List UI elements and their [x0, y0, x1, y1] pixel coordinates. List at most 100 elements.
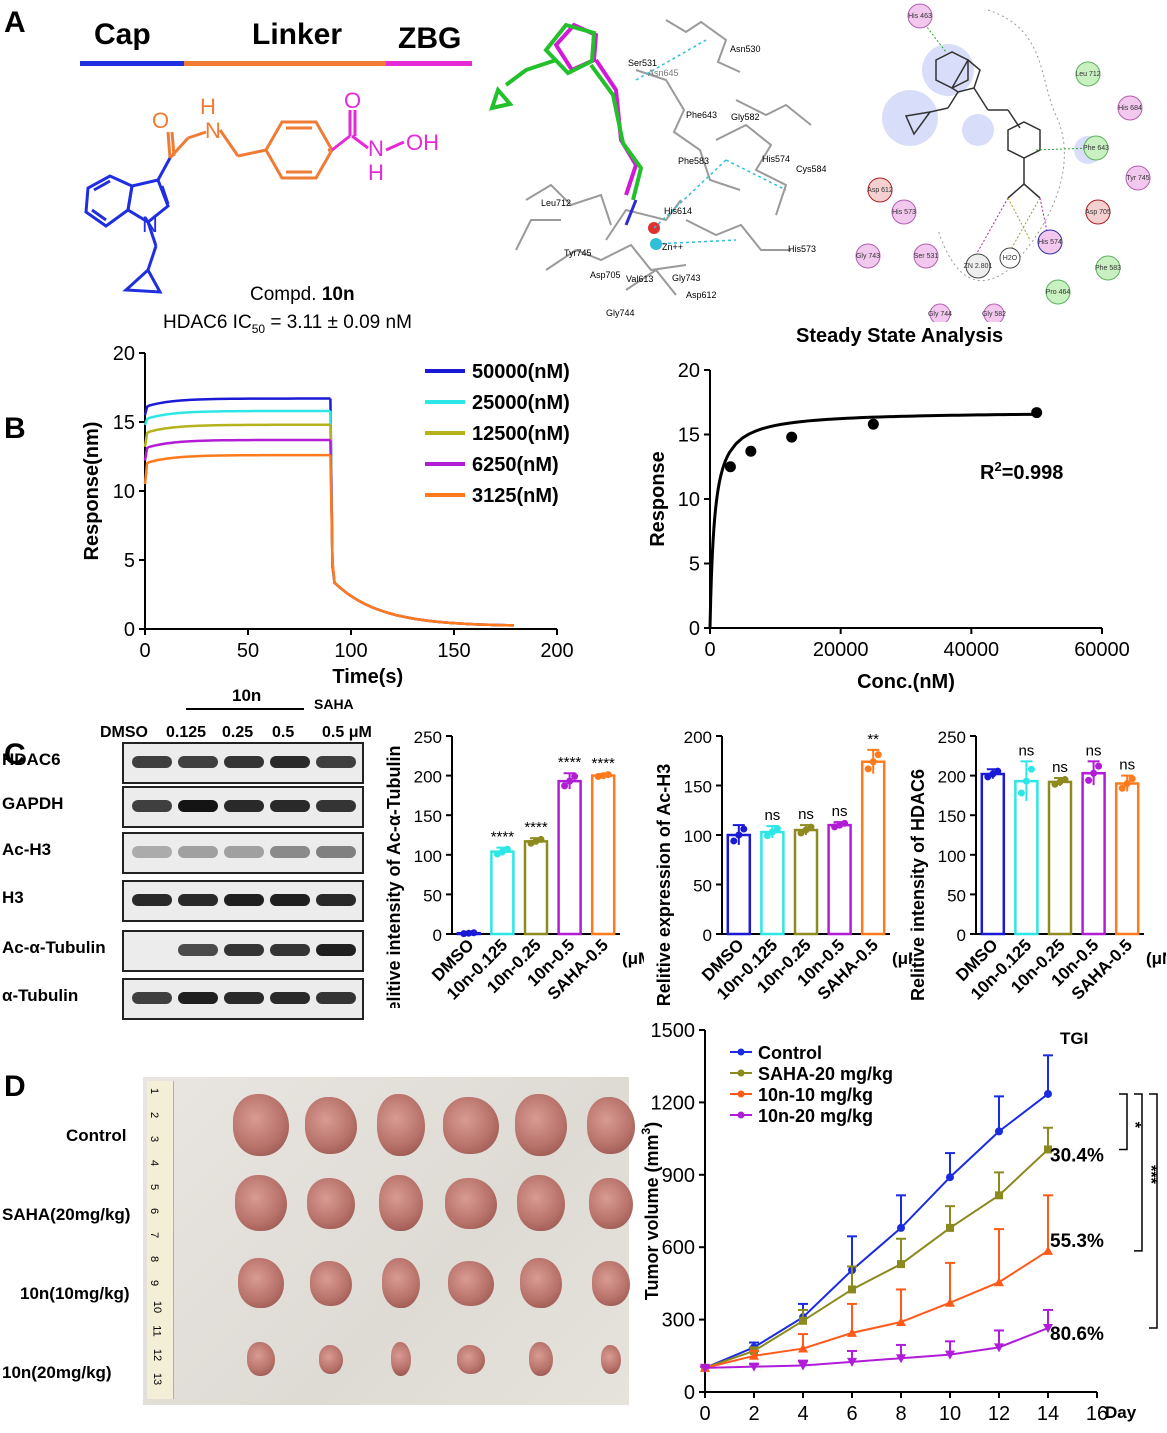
atom-hydroxamate-o: O: [344, 88, 361, 113]
x-tick-label: 200: [540, 640, 573, 662]
legend-label: 6250(nM): [472, 454, 559, 476]
svg-text:Pro 464: Pro 464: [1046, 289, 1071, 296]
wb-band: [224, 800, 264, 812]
data-point: [945, 1297, 955, 1307]
significance-label: ns: [798, 806, 814, 823]
x-tick-label: 50: [237, 640, 259, 662]
ruler-mark: 5: [148, 1183, 161, 1191]
wb-band: [132, 756, 172, 768]
y-axis-label: Response(nm): [81, 422, 103, 561]
data-point: [798, 1361, 808, 1371]
replicate-point: [1061, 776, 1069, 784]
y-tick-label: 150: [684, 778, 712, 797]
data-point: [896, 1317, 906, 1327]
svg-text:Phe643: Phe643: [686, 110, 717, 120]
significance-label: ****: [558, 754, 582, 771]
y-tick-label: 10: [678, 489, 700, 511]
data-point: [1044, 1089, 1052, 1098]
svg-text:Leu712: Leu712: [541, 198, 571, 208]
replicate-point: [994, 767, 1002, 775]
replicate-point: [1027, 765, 1035, 773]
significance-label: **: [867, 731, 879, 748]
wb-lane-Ac-H3: [122, 832, 364, 874]
tumor-specimen: [520, 1258, 562, 1308]
group-label-control: Control: [66, 1126, 127, 1145]
tumor-photo: 1 2 3 4 5 6 7 8 9 10 11 12 13: [143, 1077, 635, 1405]
legend-marker: [737, 1069, 745, 1077]
wb-band: [316, 992, 356, 1004]
bar-DMSO: [726, 833, 752, 936]
chemical-structure-10n: O H N O N OH H N: [84, 88, 439, 294]
significance-bracket: [1149, 1093, 1158, 1329]
y-tick-label: 20: [678, 360, 700, 382]
significance-label: ns: [832, 803, 848, 820]
y-axis-label: Response: [647, 451, 669, 547]
wb-band: [178, 894, 218, 906]
y-tick-label: 50: [947, 886, 966, 905]
data-point: [799, 1316, 807, 1325]
data-point: [867, 418, 879, 430]
ruler-mark: 13: [151, 1372, 164, 1386]
svg-text:His574: His574: [762, 154, 790, 164]
wb-header-05: 0.5: [272, 724, 295, 741]
y-tick-label: 20: [113, 343, 135, 365]
wb-band: [178, 800, 218, 812]
tumor-specimen: [235, 1175, 287, 1231]
svg-text:Gly 582: Gly 582: [982, 311, 1006, 318]
data-point: [1044, 1145, 1052, 1154]
atom-h: H: [368, 160, 384, 185]
y-tick-label: 10: [113, 481, 135, 503]
data-point: [700, 1363, 710, 1373]
replicate-point: [566, 777, 574, 785]
y-tick-label: 15: [113, 412, 135, 434]
r-squared-annotation: R2=0.998: [980, 459, 1063, 484]
significance-label: ns: [1086, 742, 1102, 759]
significance-label: ****: [592, 755, 616, 772]
y-tick-label: 100: [938, 847, 966, 866]
wb-protein-label: GAPDH: [2, 794, 64, 813]
atom-ring-n: N: [142, 212, 158, 237]
atom-amide-n: N: [205, 118, 221, 143]
bar-10n-0.125: [760, 830, 785, 936]
svg-text:Leu 712: Leu 712: [1075, 71, 1100, 78]
svg-text:Phe 643: Phe 643: [1083, 145, 1109, 152]
data-point: [994, 1277, 1004, 1287]
y-tick-label: 0: [703, 926, 712, 945]
wb-band: [270, 944, 310, 956]
y-tick-label: 0: [684, 1382, 695, 1404]
data-point: [945, 1350, 955, 1360]
svg-text:His 573: His 573: [892, 209, 916, 216]
x-tick-label: 0: [699, 1403, 710, 1425]
interaction-diagram: His 463 Leu 712 His 684 Tyr 745 Phe 643 …: [855, 3, 1151, 322]
compound-label: Compd. 10n: [250, 284, 355, 305]
replicate-point: [1085, 776, 1093, 784]
wb-band: [178, 846, 218, 858]
tumor-specimen: [377, 1094, 425, 1156]
docking-residue-labels: Asn530 Ser531 Asn645 Phe643 Gly582 Phe58…: [541, 44, 826, 318]
data-point: [897, 1223, 905, 1232]
svg-text:ZN 2.801: ZN 2.801: [964, 263, 993, 270]
wb-header-0125: 0.125: [166, 724, 207, 741]
replicate-point: [773, 824, 781, 832]
replicate-point: [561, 782, 569, 790]
svg-text:Asp612: Asp612: [686, 290, 717, 300]
ic50-label: HDAC6 IC50 = 3.11 ± 0.09 nM: [163, 312, 412, 336]
y-tick-label: 0: [957, 926, 966, 945]
tumor-specimen: [517, 1175, 565, 1231]
x-tick-label: 10: [939, 1403, 961, 1425]
y-axis-label: Relitive expression of Ac-H3: [654, 764, 674, 1006]
x-tick-label: 2: [748, 1403, 759, 1425]
replicate-point: [768, 828, 776, 836]
atom-amide-h: H: [200, 94, 216, 119]
atom-carbonyl-o: O: [152, 108, 169, 133]
y-tick-label: 900: [662, 1165, 695, 1187]
replicate-point: [1118, 784, 1126, 792]
y-tick-label: 50: [693, 877, 712, 896]
legend-label: SAHA-20 mg/kg: [758, 1064, 893, 1084]
tumor-specimen: [457, 1344, 485, 1374]
significance-label: ****: [491, 829, 515, 846]
svg-text:Zn++: Zn++: [662, 242, 683, 252]
y-tick-label: 1500: [651, 1020, 696, 1042]
svg-text:Asp705: Asp705: [590, 270, 621, 280]
sensorgram-series-4: [143, 438, 514, 627]
